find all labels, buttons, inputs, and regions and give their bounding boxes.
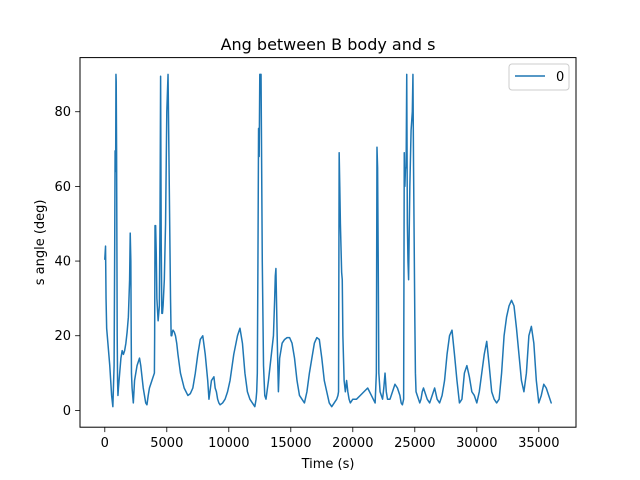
x-tick-label: 20000 [332, 436, 373, 451]
y-tick-label: 40 [54, 255, 71, 270]
x-tick-label: 30000 [456, 436, 497, 451]
legend: 0 [508, 63, 570, 91]
y-tick-label: 0 [63, 404, 71, 419]
x-axis-label: Time (s) [301, 457, 355, 472]
y-axis-ticks: 0 20 40 60 80 [54, 105, 80, 419]
x-tick-label: 0 [101, 436, 109, 451]
y-tick-label: 20 [54, 329, 71, 344]
plot-frame [79, 57, 577, 428]
y-tick-label: 60 [54, 180, 71, 195]
legend-box [508, 63, 570, 91]
x-tick-label: 10000 [208, 436, 249, 451]
legend-label: 0 [556, 70, 564, 85]
series-line [104, 73, 552, 408]
x-tick-label: 15000 [270, 436, 311, 451]
chart-title: Ang between B body and s [221, 35, 436, 54]
x-axis-ticks: 0 5000 10000 15000 20000 25000 30000 35000 [101, 427, 559, 451]
x-tick-label: 35000 [518, 436, 559, 451]
y-axis-label: s angle (deg) [33, 200, 48, 286]
x-tick-label: 25000 [394, 436, 435, 451]
x-tick-label: 5000 [150, 436, 183, 451]
plot-data [104, 73, 552, 408]
y-tick-label: 80 [54, 105, 71, 120]
